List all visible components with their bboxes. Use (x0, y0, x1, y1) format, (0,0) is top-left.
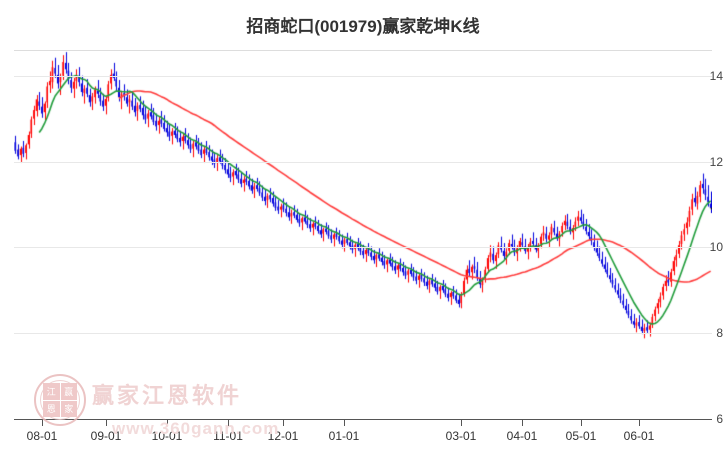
x-axis-tick (522, 419, 523, 426)
candlestick-canvas[interactable] (14, 50, 712, 419)
x-axis-tick-label: 03-01 (445, 429, 477, 443)
x-axis-tick (639, 419, 640, 426)
x-axis-tick-label: 04-01 (506, 429, 538, 443)
x-axis-tick-label: 05-01 (565, 429, 597, 443)
watermark-url: www.360gann.com (112, 419, 280, 438)
watermark-logo-icon: 江 赢 恩 家 (34, 374, 86, 426)
watermark-logo-char: 赢 (60, 383, 77, 400)
x-axis-tick (581, 419, 582, 426)
watermark-logo-ring: 江 赢 恩 家 (40, 380, 80, 420)
x-axis-tick (167, 419, 168, 426)
gridline-12 (14, 162, 712, 163)
x-axis-tick (106, 419, 107, 426)
x-axis-tick (461, 419, 462, 426)
x-axis-tick (283, 419, 284, 426)
watermark-brand: 赢家江恩软件 (92, 383, 243, 408)
y-axis-tick-label: 14 (709, 69, 723, 83)
x-axis-tick-label: 11-01 (213, 429, 243, 443)
gridline-10 (14, 247, 712, 248)
x-axis-tick (344, 419, 345, 426)
x-axis-tick-label: 12-01 (267, 429, 299, 443)
plot-top-border (14, 50, 712, 51)
gridline-8 (14, 333, 712, 334)
gridline-14 (14, 76, 712, 77)
y-axis-tick-label: 12 (709, 155, 723, 169)
plot-area: 14 12 10 8 6 08-01 09-01 10-01 11-01 12-01 01-01 0… (14, 50, 723, 443)
x-axis-tick-label: 10-01 (151, 429, 183, 443)
watermark-logo-char: 恩 (43, 400, 60, 417)
x-axis-tick-label: 06-01 (623, 429, 655, 443)
gridline-6 (14, 419, 712, 420)
watermark-logo-char: 家 (60, 400, 77, 417)
x-axis-tick-label: 08-01 (26, 429, 58, 443)
x-axis-tick (42, 419, 43, 426)
watermark-logo-char: 江 (43, 383, 60, 400)
x-axis-tick-label: 01-01 (328, 429, 360, 443)
y-axis-tick-label: 8 (716, 326, 723, 340)
x-axis-tick (228, 419, 229, 426)
x-axis-tick-label: 09-01 (90, 429, 122, 443)
y-axis-tick-label: 6 (716, 412, 723, 426)
page-title: 招商蛇口(001979)赢家乾坤K线 (246, 17, 480, 36)
y-axis-tick-label: 10 (709, 240, 723, 254)
